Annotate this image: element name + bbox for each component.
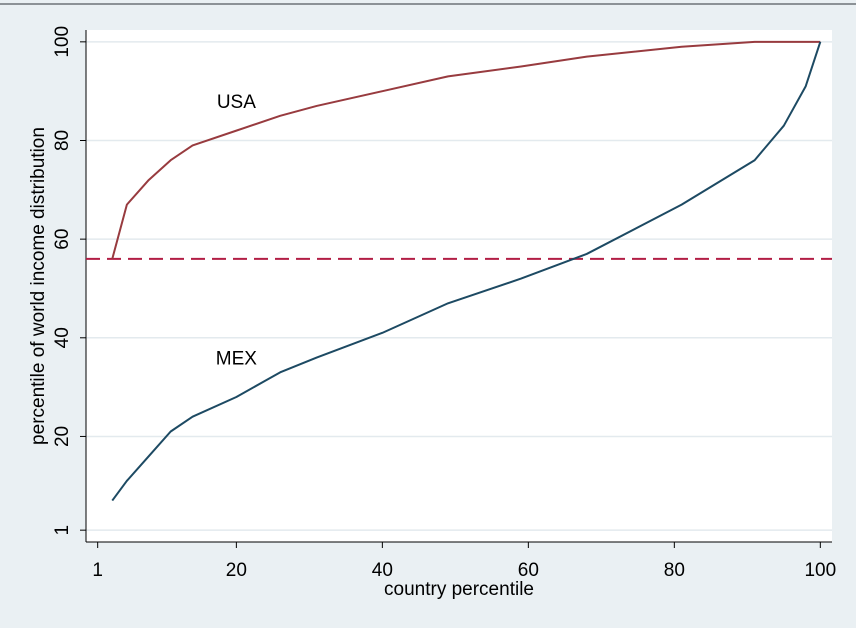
y-tick-label: 80 — [52, 130, 73, 151]
y-tick-label: 60 — [52, 229, 73, 250]
y-tick-label: 20 — [52, 426, 73, 447]
x-tick-label: 40 — [372, 560, 393, 581]
annotation: USA — [217, 92, 256, 113]
x-tick-label: 100 — [804, 560, 836, 581]
plot-area — [86, 30, 832, 542]
y-axis-label: percentile of world income distribution — [28, 127, 49, 445]
y-tick-label: 1 — [52, 525, 73, 536]
x-tick-label: 1 — [92, 560, 103, 581]
y-tick-label: 100 — [52, 26, 73, 58]
series-line — [111, 41, 822, 502]
x-tick-label: 80 — [664, 560, 685, 581]
series-line — [111, 40, 821, 260]
x-axis-label: country percentile — [384, 579, 534, 600]
x-tick-label: 20 — [226, 560, 247, 581]
x-tick-label: 60 — [518, 560, 539, 581]
annotation: MEX — [216, 349, 258, 370]
y-tick-label: 40 — [52, 327, 73, 348]
